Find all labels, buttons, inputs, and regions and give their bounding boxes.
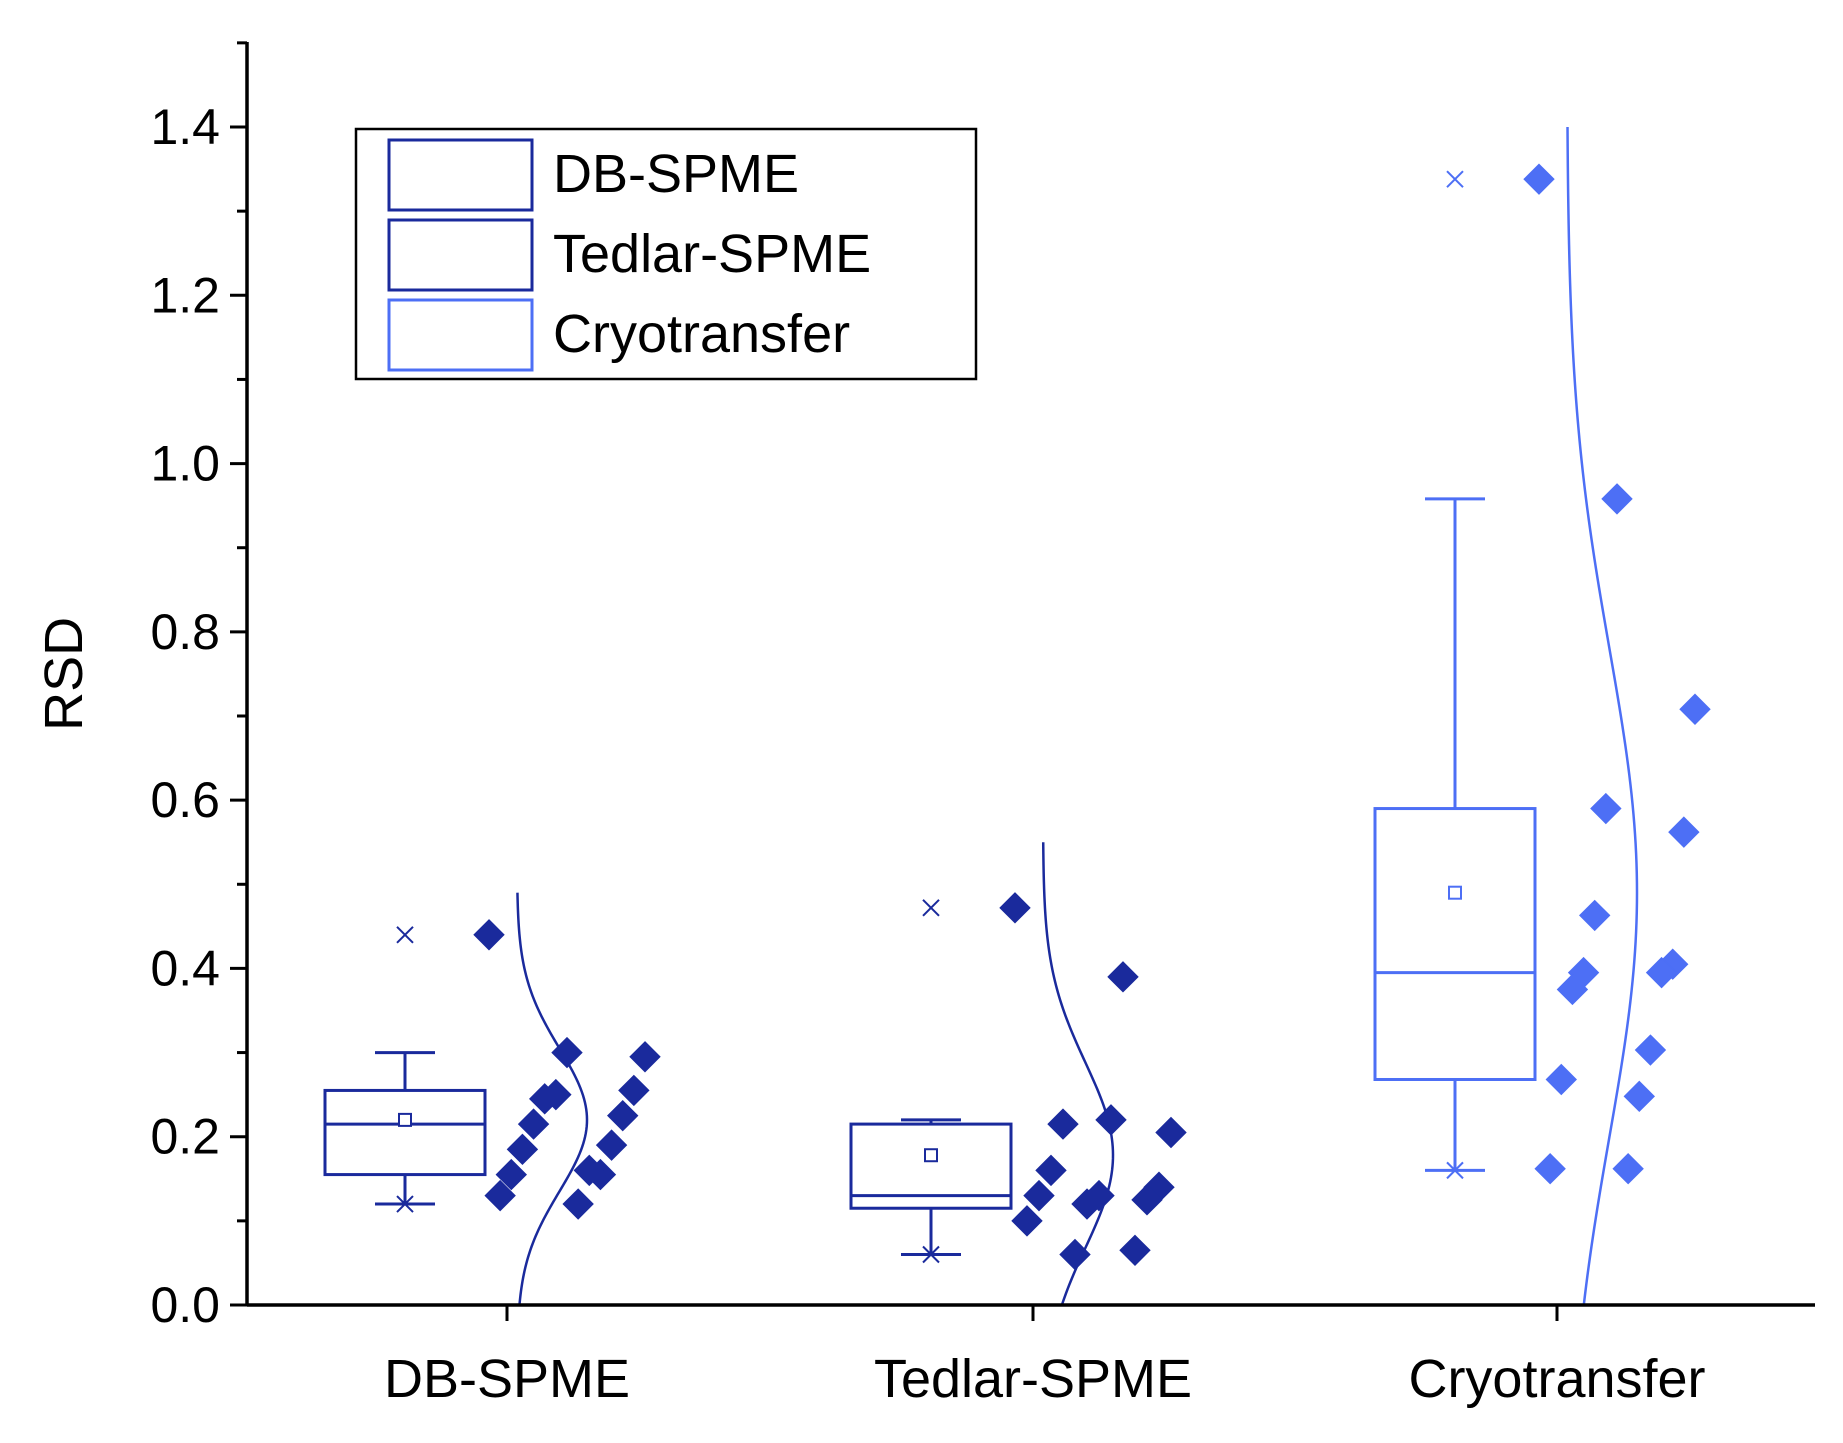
data-point — [1556, 973, 1589, 1006]
x-tick-label: Cryotransfer — [1408, 1349, 1705, 1409]
min-marker — [919, 1245, 943, 1264]
legend-label: DB-SPME — [553, 144, 799, 204]
data-point — [562, 1188, 594, 1220]
data-point — [618, 1074, 650, 1107]
data-point — [595, 1129, 628, 1161]
box — [323, 1088, 487, 1177]
plot-area — [323, 126, 1711, 1306]
max-marker-glyph — [396, 926, 414, 944]
axes: RSD 0.0 0.2 0.4 0.6 0.8 1.0 1.2 1.4 DB-SPME Tedla… — [34, 41, 1815, 1409]
data-point — [473, 919, 505, 951]
min-marker — [1443, 1161, 1467, 1180]
data-point — [1059, 1238, 1091, 1271]
legend-label: Cryotransfer — [553, 304, 850, 364]
data-point — [1107, 961, 1139, 993]
max-marker-glyph — [922, 899, 940, 917]
data-point — [1131, 1184, 1163, 1216]
legend-swatch — [387, 218, 534, 292]
data-point — [484, 1179, 516, 1212]
data-point — [607, 1099, 639, 1132]
y-tick-label: 1.2 — [150, 267, 220, 323]
data-point — [1011, 1205, 1043, 1237]
data-point — [1612, 1152, 1644, 1185]
y-tick-label: 1.0 — [150, 436, 220, 492]
y-tick-label: 0.2 — [150, 1109, 220, 1165]
x-tick-label: Tedlar-SPME — [874, 1349, 1192, 1409]
data-point — [1023, 1179, 1055, 1212]
data-point — [573, 1154, 605, 1187]
data-point — [1590, 792, 1622, 825]
data-point — [495, 1158, 527, 1191]
legend-swatch — [387, 298, 534, 372]
data-point — [506, 1133, 539, 1166]
data-point — [1047, 1108, 1079, 1140]
y-tick-label: 1.4 — [150, 99, 220, 155]
y-tick-label: 0.6 — [150, 772, 220, 828]
data-point — [1579, 899, 1611, 932]
min-marker — [393, 1195, 417, 1213]
max-marker — [396, 926, 414, 944]
data-point — [1668, 816, 1700, 848]
mean-marker — [1448, 885, 1462, 900]
data-point — [1601, 483, 1633, 515]
y-tick-label: 0.8 — [150, 604, 220, 660]
box — [849, 1122, 1013, 1210]
data-point — [999, 892, 1031, 924]
data-point — [1645, 956, 1678, 989]
data-point — [517, 1108, 550, 1140]
box — [1373, 807, 1537, 1081]
y-axis-label: RSD — [34, 617, 94, 731]
mean-marker — [924, 1148, 938, 1163]
data-point — [1545, 1063, 1577, 1096]
data-point — [1071, 1188, 1103, 1220]
data-point — [629, 1041, 661, 1073]
legend-swatch — [387, 138, 534, 212]
data-point — [1523, 163, 1555, 195]
legend-label: Tedlar-SPME — [553, 224, 871, 284]
data-point — [1634, 1034, 1667, 1066]
data-point — [1534, 1152, 1566, 1185]
data-point — [1679, 693, 1711, 725]
data-point — [1623, 1080, 1655, 1113]
distribution-curve — [1566, 126, 1639, 1306]
legend: DB-SPME Tedlar-SPME Cryotransfer — [354, 127, 978, 381]
data-point — [1035, 1154, 1067, 1187]
mean-marker — [398, 1112, 412, 1127]
distribution-curve — [1041, 842, 1115, 1306]
min-marker-glyph — [919, 1245, 943, 1264]
y-tick-label: 0.0 — [150, 1277, 220, 1333]
max-marker — [1446, 170, 1464, 188]
max-marker-glyph — [1446, 170, 1464, 188]
min-marker-glyph — [1443, 1161, 1467, 1180]
distribution-curve — [516, 892, 589, 1306]
min-marker-glyph — [393, 1195, 417, 1213]
legend-frame — [354, 127, 978, 381]
data-point — [551, 1036, 583, 1069]
data-point — [529, 1083, 561, 1115]
y-tick-label: 0.4 — [150, 940, 220, 996]
data-point — [1155, 1116, 1187, 1149]
x-tick-label: DB-SPME — [384, 1349, 630, 1409]
data-point — [1119, 1234, 1151, 1267]
max-marker — [922, 899, 940, 917]
